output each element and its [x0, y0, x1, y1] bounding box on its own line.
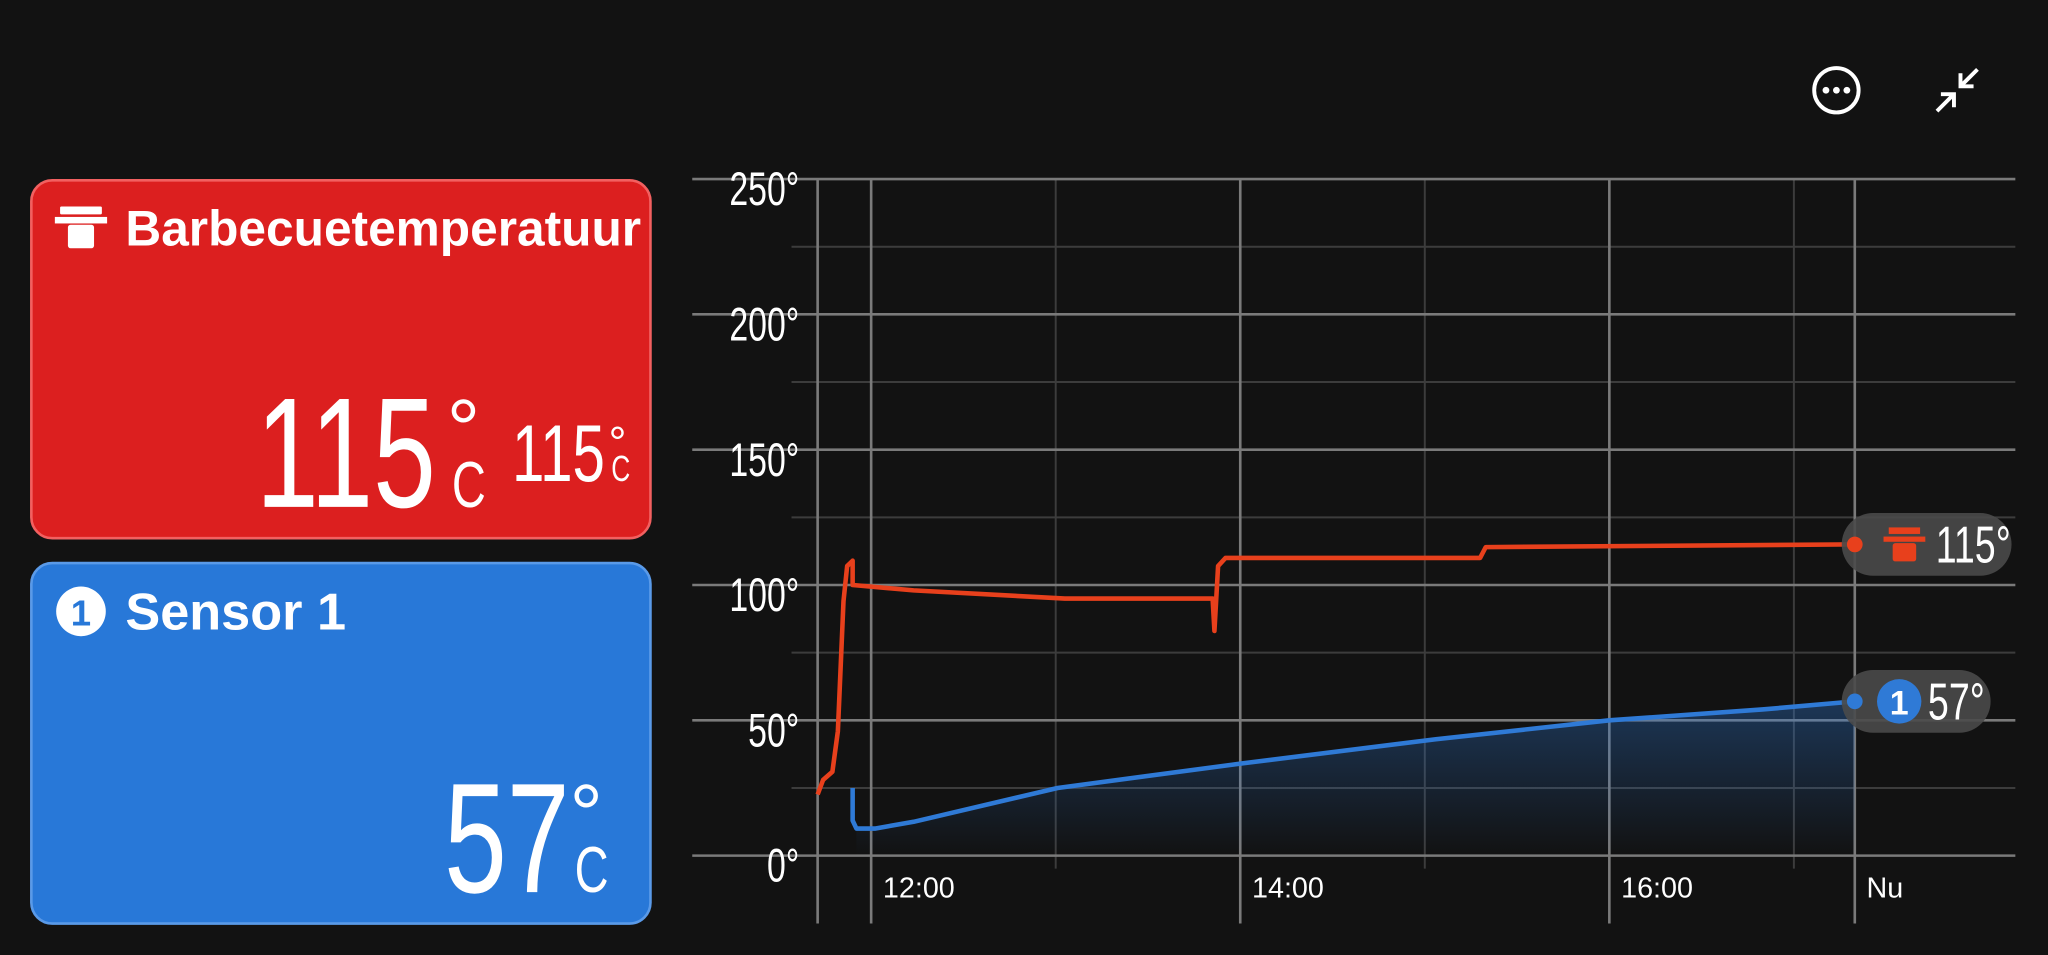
card-unit: C: [452, 448, 486, 521]
y-tick-label: 200°: [729, 298, 799, 351]
card-degree: °: [569, 767, 602, 861]
card-degree: °: [609, 418, 627, 467]
y-tick-label: 250°: [729, 163, 799, 216]
sensor-icon: [1876, 679, 1922, 724]
end-point: [1846, 693, 1863, 710]
x-tick-label: 14:00: [1252, 872, 1324, 904]
end-value-label: 57°: [1928, 673, 1985, 732]
chart: 0°50°100°150°200°250°12:00 14:00 16:00 Nu11…: [692, 163, 2016, 924]
card-target: 115: [512, 407, 605, 498]
card-unit: C: [611, 447, 630, 488]
card-title: Sensor 1: [125, 584, 346, 642]
card-title: Barbecuetemperatuur: [125, 201, 641, 257]
card-bg: [30, 179, 652, 540]
grill-part: [1888, 527, 1921, 534]
sensor-badge: 1: [1890, 684, 1909, 722]
collapse-button[interactable]: [1935, 67, 1979, 113]
card-degree: °: [447, 381, 480, 475]
end-value-label: 115°: [1936, 516, 2011, 575]
grill-part: [1883, 536, 1926, 542]
y-tick-label: 150°: [729, 433, 799, 486]
y-tick-label: 100°: [729, 569, 799, 622]
sensor-badge: 1: [71, 593, 91, 634]
x-tick-label: Nu: [1867, 872, 1904, 904]
sensor-icon: [56, 586, 106, 637]
grill-part: [1892, 543, 1917, 562]
area-fill: [856, 701, 1855, 856]
card-value: 57: [444, 750, 570, 926]
value-badge: [1841, 513, 2012, 576]
grill-icon: [54, 206, 108, 249]
more-button[interactable]: [1812, 66, 1861, 115]
y-tick-label: 50°: [748, 704, 799, 757]
x-tick-label: 16:00: [1621, 872, 1693, 904]
card-value: 115: [256, 365, 436, 541]
grill-icon: [1883, 527, 1926, 562]
end-point: [1846, 536, 1863, 553]
y-tick-label: 0°: [767, 839, 799, 892]
card-unit: C: [575, 834, 609, 907]
x-tick-label: 12:00: [883, 872, 955, 904]
series-line: [850, 699, 1856, 831]
card-bg: [30, 561, 652, 925]
series-line: [815, 542, 1855, 796]
bbq-card[interactable]: Barbecuetemperatuur 115 ° C 115 ° C: [30, 179, 652, 541]
sensor-card[interactable]: 1 Sensor 1 57 ° C: [30, 561, 652, 926]
